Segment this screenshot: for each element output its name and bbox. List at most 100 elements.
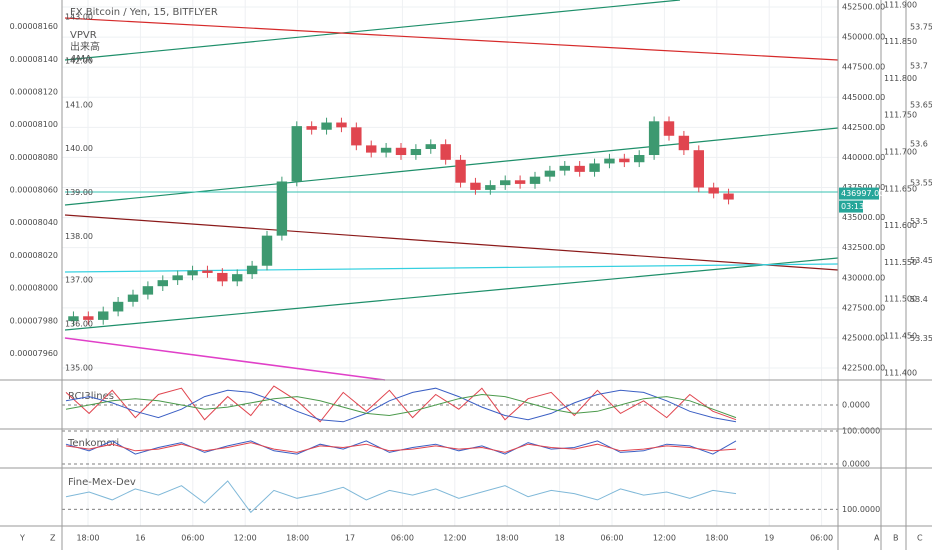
candle-body: [648, 121, 660, 156]
trend-line: [64, 17, 839, 61]
candle-body: [544, 170, 556, 177]
toolbar-button[interactable]: C: [917, 534, 923, 543]
y-tick-label: 141.00: [65, 100, 93, 109]
y-tick-label: 442500.00: [842, 123, 885, 132]
last-price-tag: [839, 187, 879, 200]
y-tick-label: 0.00007960: [10, 349, 58, 358]
x-tick-label: 12:00: [443, 534, 466, 543]
toolbar-button[interactable]: B: [893, 534, 899, 543]
candle-body: [723, 193, 734, 200]
x-tick-label: 06:00: [181, 534, 204, 543]
y-tick-label: 430000.00: [842, 273, 885, 282]
countdown: 03:13: [841, 202, 864, 211]
countdown-tag: [839, 200, 863, 213]
candle-body: [217, 272, 228, 282]
candle-body: [336, 122, 347, 128]
toolbar-button[interactable]: Y: [19, 534, 25, 543]
candle-body: [529, 176, 541, 184]
y-tick-label: 53.35: [910, 334, 932, 343]
y-tick-label: 0.00008040: [10, 218, 58, 227]
candle-body: [366, 145, 377, 153]
candle-body: [678, 135, 690, 151]
toolbar-button[interactable]: A: [874, 534, 880, 543]
candle-body: [112, 301, 124, 312]
pane-name: Fine-Mex-Dev: [68, 477, 136, 488]
indicator-line: [65, 385, 737, 423]
y-tick-label: 427500.00: [842, 303, 885, 312]
candle-body: [663, 121, 675, 136]
candle-body: [261, 235, 273, 266]
y-tick-label: 53.6: [910, 139, 928, 148]
y-tick-label: 111.500: [884, 295, 917, 304]
y-tick-label: 432500.00: [842, 243, 885, 252]
y-tick-label: 0.0000: [842, 401, 870, 410]
x-tick-label: 06:00: [810, 534, 833, 543]
y-tick-label: 140.00: [65, 144, 93, 153]
y-tick-label: 111.400: [884, 368, 917, 377]
y-tick-label: 143.00: [65, 13, 93, 22]
y-tick-label: 0.00008060: [10, 186, 58, 195]
y-tick-label: 0.00008000: [10, 284, 58, 293]
candle-body: [425, 144, 436, 149]
y-tick-label: 137.00: [65, 276, 93, 285]
candle-body: [306, 126, 317, 130]
candle-body: [68, 316, 79, 322]
y-tick-label: 53.4: [910, 295, 928, 304]
y-tick-label: 0.00008080: [10, 153, 58, 162]
x-tick-label: 12:00: [234, 534, 257, 543]
trend-line: [64, 257, 839, 331]
y-tick-label: 111.750: [884, 111, 917, 120]
y-tick-label: 53.45: [910, 256, 932, 265]
y-tick-label: 445000.00: [842, 93, 885, 102]
y-tick-label: 111.800: [884, 74, 917, 83]
y-tick-label: 435000.00: [842, 213, 885, 222]
candle-body: [708, 187, 719, 194]
y-tick-label: 425000.00: [842, 333, 885, 342]
y-tick-label: 447500.00: [842, 63, 885, 72]
y-tick-label: 111.850: [884, 37, 917, 46]
indicator-line: [65, 393, 737, 419]
x-tick-label: 17: [345, 534, 355, 543]
candle-body: [291, 126, 302, 182]
indicators: RCI3lines 0.0000 Tenkomori 0.0000 100.0000 Fi…: [62, 385, 880, 514]
y-tick-label: 53.7: [910, 62, 928, 71]
legend-item: 出来高: [70, 40, 100, 53]
candle-body: [232, 274, 243, 282]
x-tick-label: 12:00: [653, 534, 676, 543]
candle-body: [589, 163, 600, 172]
y-tick-label: 142.00: [65, 56, 93, 65]
trend-line: [64, 0, 681, 61]
pane-name: RCI3lines: [68, 391, 114, 402]
y-tick-label: 450000.00: [842, 33, 885, 42]
y-tick-label: 452500.00: [842, 3, 885, 12]
toolbar-button[interactable]: Z: [50, 534, 56, 543]
axes: 18:00 16 06:00 12:00 18:00 17 06:00 12:00 18:00 1…: [10, 0, 932, 542]
indicator-line: [65, 387, 737, 423]
candle-body: [619, 158, 630, 163]
candle-body: [559, 165, 570, 171]
x-tick-label: 18:00: [496, 534, 519, 543]
candle-body: [395, 147, 407, 156]
candle-body: [172, 275, 183, 281]
x-tick-label: 16: [135, 534, 145, 543]
candle-body: [142, 286, 154, 295]
y-tick-label: 100.0000: [842, 427, 880, 436]
y-tick-label: 53.55: [910, 178, 932, 187]
candle-body: [485, 185, 496, 190]
y-tick-label: 111.600: [884, 221, 917, 230]
y-tick-label: 0.00008020: [10, 251, 58, 260]
y-tick-label: 139.00: [65, 188, 93, 197]
grid: [62, 0, 838, 526]
x-tick-label: 18:00: [286, 534, 309, 543]
candle-body: [693, 150, 704, 188]
y-tick-label: 111.700: [884, 148, 917, 157]
legend-item: VPVR: [70, 30, 97, 41]
indicator-line: [65, 442, 737, 453]
y-tick-label: 136.00: [65, 320, 93, 329]
candle-body: [440, 144, 451, 160]
candle-body: [83, 316, 94, 320]
y-tick-label: 53.65: [910, 101, 932, 110]
trend-line: [64, 214, 839, 271]
